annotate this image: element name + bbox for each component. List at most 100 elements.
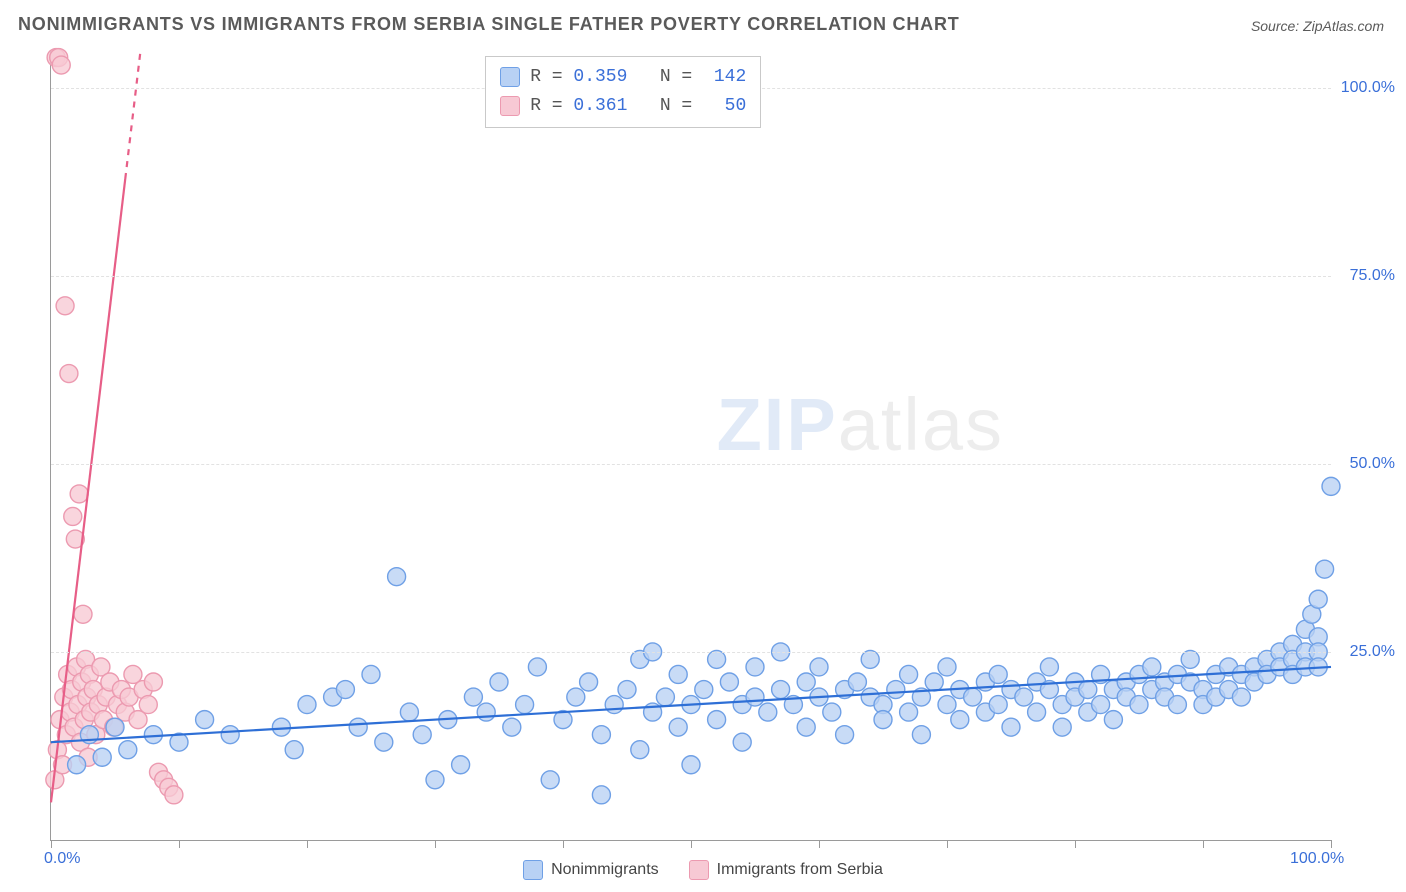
scatter-point <box>1104 711 1122 729</box>
scatter-point <box>93 748 111 766</box>
scatter-point <box>669 665 687 683</box>
scatter-point <box>1015 688 1033 706</box>
scatter-point <box>951 681 969 699</box>
legend-swatch <box>500 67 520 87</box>
scatter-point <box>528 658 546 676</box>
x-tick <box>307 840 308 848</box>
scatter-point <box>618 681 636 699</box>
scatter-point <box>70 485 88 503</box>
scatter-point <box>925 673 943 691</box>
plot-svg <box>51 50 1331 840</box>
gridline <box>51 276 1331 277</box>
trend-line <box>51 667 1331 742</box>
scatter-point <box>324 688 342 706</box>
scatter-point <box>97 688 115 706</box>
scatter-point <box>708 711 726 729</box>
scatter-point <box>144 673 162 691</box>
scatter-point <box>134 681 152 699</box>
scatter-point <box>129 711 147 729</box>
x-tick <box>947 840 948 848</box>
scatter-point <box>1040 681 1058 699</box>
scatter-point <box>656 688 674 706</box>
trend-line <box>125 50 140 179</box>
legend-swatch <box>523 860 543 880</box>
scatter-point <box>503 718 521 736</box>
scatter-point <box>78 688 96 706</box>
scatter-point <box>874 711 892 729</box>
scatter-point <box>119 741 137 759</box>
x-tick <box>179 840 180 848</box>
scatter-point <box>1309 628 1327 646</box>
x-tick <box>51 840 52 848</box>
scatter-point <box>1143 658 1161 676</box>
scatter-point <box>272 718 290 736</box>
scatter-point <box>746 658 764 676</box>
scatter-point <box>46 771 64 789</box>
scatter-point <box>823 703 841 721</box>
x-tick <box>1075 840 1076 848</box>
scatter-point <box>1245 658 1263 676</box>
scatter-point <box>592 726 610 744</box>
scatter-point <box>92 658 110 676</box>
scatter-point <box>105 718 123 736</box>
scatter-point <box>976 703 994 721</box>
scatter-point <box>1130 696 1148 714</box>
scatter-point <box>1284 650 1302 668</box>
legend-item: Immigrants from Serbia <box>689 860 883 880</box>
scatter-point <box>580 673 598 691</box>
correlation-legend: R = 0.359 N = 142R = 0.361 N = 50 <box>485 56 761 128</box>
scatter-point <box>54 756 72 774</box>
x-tick <box>819 840 820 848</box>
scatter-point <box>1296 620 1314 638</box>
scatter-point <box>1092 665 1110 683</box>
scatter-point <box>861 688 879 706</box>
scatter-point <box>477 703 495 721</box>
scatter-point <box>861 650 879 668</box>
scatter-point <box>490 673 508 691</box>
scatter-point <box>1143 681 1161 699</box>
scatter-point <box>1316 560 1334 578</box>
scatter-point <box>62 681 80 699</box>
scatter-point <box>989 665 1007 683</box>
y-tick-label: 50.0% <box>1350 455 1395 473</box>
scatter-point <box>887 681 905 699</box>
scatter-point <box>1258 650 1276 668</box>
scatter-point <box>80 665 98 683</box>
y-tick-label: 100.0% <box>1341 79 1395 97</box>
trend-line <box>51 179 125 802</box>
scatter-point <box>784 696 802 714</box>
scatter-point <box>71 733 89 751</box>
scatter-point <box>1104 681 1122 699</box>
scatter-point <box>87 726 105 744</box>
scatter-point <box>1194 696 1212 714</box>
scatter-point <box>592 786 610 804</box>
scatter-point <box>989 696 1007 714</box>
scatter-point <box>77 650 95 668</box>
watermark: ZIPatlas <box>717 382 1004 467</box>
scatter-point <box>1156 673 1174 691</box>
scatter-point <box>349 718 367 736</box>
scatter-point <box>1271 658 1289 676</box>
scatter-point <box>720 673 738 691</box>
scatter-point <box>541 771 559 789</box>
scatter-point <box>165 786 183 804</box>
scatter-point <box>106 718 124 736</box>
scatter-point <box>1066 673 1084 691</box>
scatter-point <box>52 56 70 74</box>
watermark-bold: ZIP <box>717 383 838 466</box>
scatter-point <box>1028 673 1046 691</box>
scatter-point <box>516 696 534 714</box>
scatter-point <box>82 703 100 721</box>
scatter-point <box>1117 688 1135 706</box>
scatter-point <box>1181 673 1199 691</box>
scatter-point <box>797 718 815 736</box>
scatter-point <box>1156 688 1174 706</box>
scatter-point <box>64 507 82 525</box>
scatter-point <box>94 711 112 729</box>
scatter-point <box>631 650 649 668</box>
gridline <box>51 652 1331 653</box>
scatter-point <box>682 756 700 774</box>
scatter-point <box>848 673 866 691</box>
scatter-point <box>951 711 969 729</box>
scatter-point <box>1194 681 1212 699</box>
